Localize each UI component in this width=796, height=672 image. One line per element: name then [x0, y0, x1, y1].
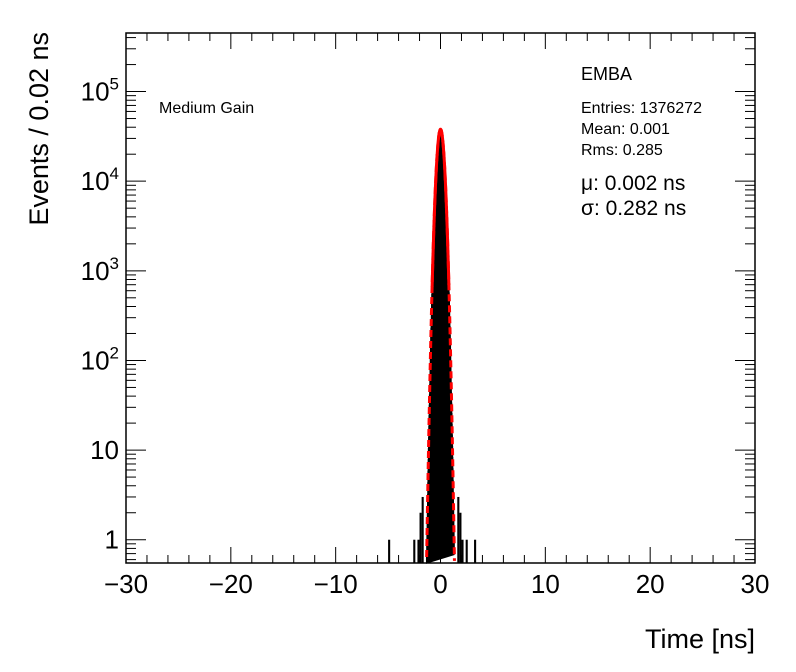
x-tick-label: −20: [209, 569, 253, 599]
x-tick-labels: −30 −20 −10 0 10 20 30: [104, 569, 770, 599]
fit-sigma: σ: 0.282 ns: [581, 197, 686, 220]
histogram-outlier-bin: [457, 496, 460, 563]
fit-mu: μ: 0.002 ns: [581, 172, 685, 195]
histogram-outlier-bin: [421, 496, 424, 563]
y-tick-label: 105: [81, 75, 119, 107]
y-tick-label: 104: [81, 164, 119, 196]
histogram-outlier-bin: [413, 539, 416, 563]
x-tick-label: 20: [636, 569, 665, 599]
y-tick-labels: 1 10 102 103 104 105: [81, 75, 119, 555]
fit-curve-core: [430, 127, 451, 287]
histogram-outlier-bin: [461, 539, 464, 563]
stats-mean: Mean: 0.001: [581, 121, 670, 138]
fit-curve: [425, 127, 456, 561]
y-axis-ticks: [126, 37, 755, 561]
histogram-outlier-bin: [419, 512, 422, 563]
x-tick-label: −30: [104, 569, 148, 599]
fit-curve-group: [425, 127, 456, 561]
x-tick-label: −10: [314, 569, 358, 599]
stats-entries: Entries: 1376272: [581, 100, 702, 117]
x-tick-label: 10: [531, 569, 560, 599]
histogram-outlier-bin: [459, 512, 462, 563]
y-axis-title: Events / 0.02 ns: [24, 32, 54, 226]
histogram-outlier-bin: [465, 539, 468, 563]
stats-rms: Rms: 0.285: [581, 142, 663, 159]
y-tick-label: 102: [81, 343, 119, 375]
histogram-outlier-bin: [474, 539, 477, 563]
histogram-outlier-bin: [388, 539, 391, 563]
gain-label: Medium Gain: [159, 100, 254, 117]
chart-title: EMBA: [581, 64, 632, 84]
plot-area: [125, 32, 756, 564]
histogram-outlier-bin: [417, 539, 420, 563]
x-axis-title: Time [ns]: [645, 624, 755, 654]
y-tick-label: 103: [81, 254, 119, 286]
y-tick-label: 10: [90, 435, 119, 465]
x-tick-label: 0: [433, 569, 447, 599]
x-axis-ticks: [125, 33, 756, 563]
y-tick-label: 1: [105, 525, 119, 555]
x-tick-label: 30: [741, 569, 770, 599]
